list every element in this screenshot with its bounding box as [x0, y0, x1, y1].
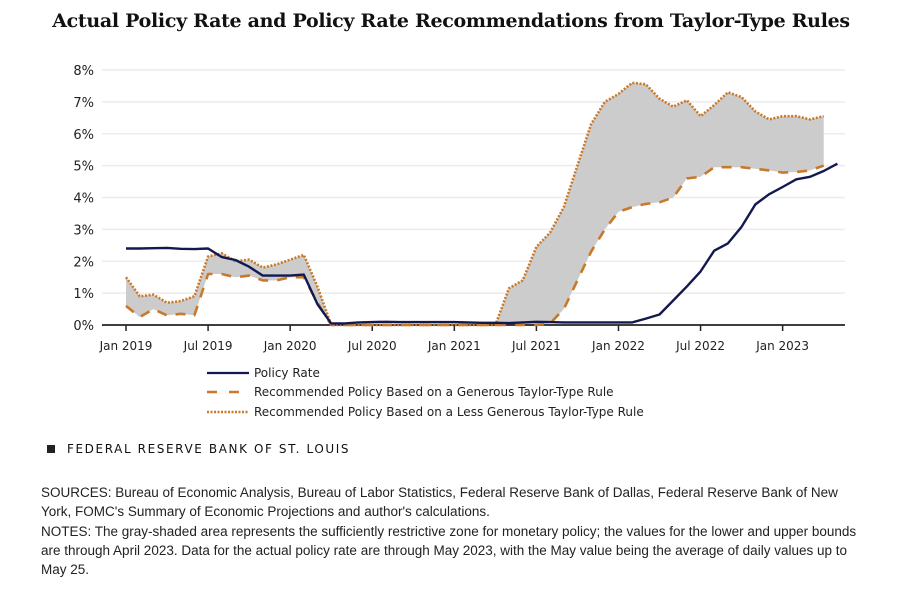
- series-line-generous-rule: [125, 164, 825, 327]
- brand-square-icon: [47, 445, 55, 453]
- x-tick-label: Jul 2022: [675, 339, 725, 353]
- y-tick-label: 7%: [73, 96, 94, 111]
- y-tick-label: 3%: [73, 223, 94, 238]
- x-tick-label: Jan 2019: [99, 339, 153, 353]
- legend: Policy Rate Recommended Policy Based on …: [207, 363, 644, 422]
- y-tick-label: 2%: [73, 255, 94, 270]
- chart-title: Actual Policy Rate and Policy Rate Recom…: [52, 10, 850, 32]
- y-tick-label: 5%: [73, 160, 94, 175]
- sources-text: SOURCES: Bureau of Economic Analysis, Bu…: [41, 485, 838, 520]
- legend-label: Policy Rate: [254, 365, 320, 380]
- x-tick-label: Jan 2023: [755, 339, 809, 353]
- brand-name: FEDERAL RESERVE BANK OF ST. LOUIS: [67, 442, 351, 456]
- y-tick-label: 6%: [73, 128, 94, 143]
- legend-solid-line-icon: [207, 371, 249, 374]
- y-tick-label: 1%: [73, 287, 94, 302]
- y-tick-label: 4%: [73, 192, 94, 207]
- x-axis-ticks: Jan 2019 Jul 2019 Jan 2020 Jul 2020 Jan 2021…: [99, 325, 809, 353]
- source-notes: SOURCES: Bureau of Economic Analysis, Bu…: [41, 483, 871, 579]
- y-axis-ticks: 0% 1% 2% 3% 4% 5% 6% 7% 8%: [73, 64, 94, 334]
- series-line-policy-rate: [126, 162, 838, 325]
- y-tick-label: 0%: [73, 319, 94, 334]
- chart-plot: 0%1%2%3%4%5%6%7%8% Jan 2019 Jul 2019 Jan 2…: [73, 64, 845, 353]
- restrictive-zone-shade: [126, 82, 824, 325]
- legend-label: Recommended Policy Based on a Generous T…: [254, 385, 614, 400]
- y-tick-label: 8%: [73, 64, 94, 79]
- x-tick-label: Jul 2020: [347, 339, 397, 353]
- legend-item-policy-rate: Policy Rate: [207, 363, 644, 383]
- brand-footer: FEDERAL RESERVE BANK OF ST. LOUIS: [47, 442, 350, 456]
- series-line-less-generous-rule: [124, 81, 824, 327]
- legend-label: Recommended Policy Based on a Less Gener…: [254, 404, 644, 419]
- x-tick-label: Jul 2019: [183, 339, 233, 353]
- series-lines: [124, 81, 838, 327]
- x-tick-label: Jan 2022: [591, 339, 645, 353]
- legend-item-generous-rule: Recommended Policy Based on a Generous T…: [207, 383, 644, 403]
- x-tick-label: Jan 2020: [263, 339, 317, 353]
- legend-item-less-generous-rule: Recommended Policy Based on a Less Gener…: [207, 402, 644, 422]
- x-tick-label: Jul 2021: [511, 339, 561, 353]
- notes-text: NOTES: The gray-shaded area represents t…: [41, 523, 857, 578]
- x-tick-label: Jan 2021: [427, 339, 481, 353]
- legend-dotted-line-icon: [207, 410, 249, 414]
- legend-dashed-line-icon: [207, 390, 249, 394]
